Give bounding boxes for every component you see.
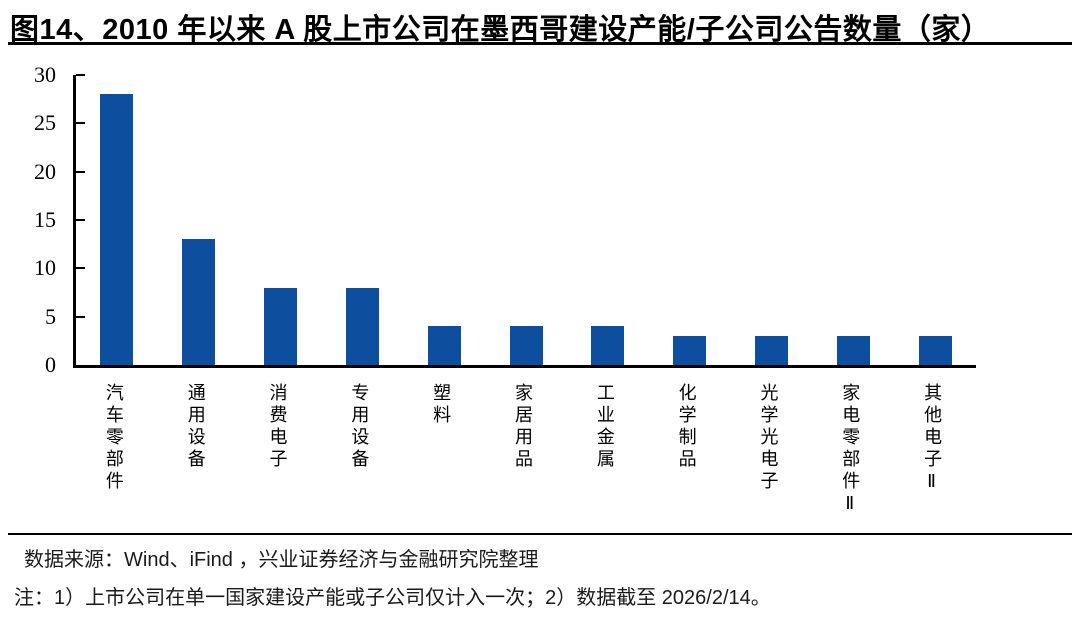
x-axis-label: 专用设备 [349,383,370,471]
x-axis-label: 消费电子 [267,383,288,471]
y-axis-tick [76,74,85,76]
bar [182,239,216,365]
y-axis-tick-label: 20 [34,158,56,184]
x-axis-label: 化学制品 [676,383,697,471]
y-axis-tick-label: 25 [34,110,56,136]
x-axis-label: 光学光电子 [758,383,779,493]
bar [754,336,788,365]
x-axis-label: 通用设备 [185,383,206,471]
y-axis-tick [76,170,85,173]
data-source-text: 数据来源：Wind、iFind ，兴业证券经济与金融研究院整理 [24,549,539,571]
y-axis-tick [76,267,85,270]
y-axis-tick [76,315,85,318]
x-axis-label: 工业金属 [594,383,615,471]
bar [591,326,625,365]
footnote-text: 注：1）上市公司在单一国家建设产能或子公司仅计入一次；2）数据截至 2026/2… [14,587,771,609]
x-axis-label: 家居用品 [513,383,533,471]
y-axis-tick [76,122,85,125]
x-axis-label: 其他电子Ⅱ [922,383,943,496]
bar [100,94,134,365]
bar [264,287,298,365]
y-axis-tick-label: 0 [45,352,56,377]
bar [673,336,707,365]
y-axis-tick-label: 10 [34,255,56,281]
bar [836,336,870,365]
figure-title: 图14、2010 年以来 A 股上市公司在墨西哥建设产能/子公司公告数量（家） [10,14,991,46]
x-axis-label: 家电零部件Ⅱ [840,383,861,518]
bar [509,326,543,365]
plot-area [73,74,976,368]
bar [345,287,379,365]
y-axis-tick [76,219,85,221]
title-divider [8,42,1072,45]
x-axis-label: 塑料 [431,383,452,427]
bar [918,336,952,365]
footer-divider [8,533,1072,535]
x-axis-label: 汽车零部件 [103,383,124,493]
bar [427,326,461,365]
y-axis-tick-label: 15 [34,207,56,232]
y-axis-tick-label: 5 [45,303,56,329]
y-axis-tick-label: 30 [34,62,56,87]
